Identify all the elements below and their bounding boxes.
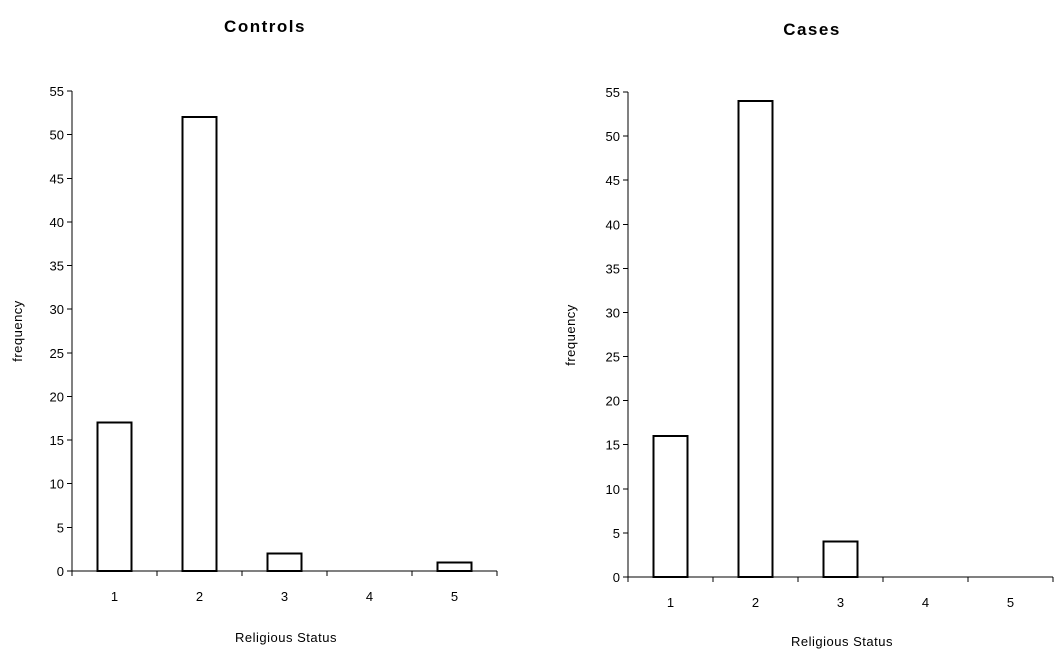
controls-chart: Controls frequency Religious Status 0 5 10… xyxy=(10,17,498,645)
y-tick-label: 0 xyxy=(57,564,64,579)
x-tick-label: 5 xyxy=(1007,595,1014,610)
y-tick-label: 30 xyxy=(50,302,64,317)
y-axis-label: frequency xyxy=(10,300,25,362)
y-tick-label: 10 xyxy=(50,477,64,492)
y-tick-label: 25 xyxy=(50,346,64,361)
bar xyxy=(737,99,774,579)
bar xyxy=(436,561,473,572)
y-tick-label: 15 xyxy=(50,433,64,448)
bar xyxy=(96,421,133,572)
y-tick-label: 40 xyxy=(50,215,64,230)
y-tick-label: 15 xyxy=(606,438,620,453)
y-axis-label: frequency xyxy=(563,304,578,366)
bar xyxy=(266,552,303,573)
x-tick-label: 1 xyxy=(667,595,674,610)
x-tick-label: 5 xyxy=(451,589,458,604)
y-tick-label: 20 xyxy=(50,389,64,404)
x-tick-label: 2 xyxy=(752,595,759,610)
x-tick-label: 3 xyxy=(837,595,844,610)
y-tick-label: 20 xyxy=(606,394,620,409)
x-tick-label: 4 xyxy=(366,589,373,604)
y-tick-label: 10 xyxy=(606,482,620,497)
x-tick-label: 2 xyxy=(196,589,203,604)
y-tick-label: 40 xyxy=(606,217,620,232)
y-tick-label: 25 xyxy=(606,350,620,365)
bar xyxy=(181,116,218,572)
y-tick-label: 45 xyxy=(50,171,64,186)
x-tick-label: 3 xyxy=(281,589,288,604)
y-tick-label: 50 xyxy=(606,129,620,144)
cases-chart: Cases frequency Religious Status 0510152… xyxy=(563,20,1054,649)
bar xyxy=(822,540,859,579)
x-axis-label: Religious Status xyxy=(235,630,337,645)
y-tick-label: 55 xyxy=(50,84,64,99)
y-tick-label: 35 xyxy=(606,261,620,276)
x-tick-label: 1 xyxy=(111,589,118,604)
chart-title: Cases xyxy=(783,20,841,39)
bar xyxy=(652,434,689,578)
y-tick-label: 30 xyxy=(606,305,620,320)
x-tick-label: 4 xyxy=(922,595,929,610)
y-tick-label: 50 xyxy=(50,128,64,143)
y-tick-label: 5 xyxy=(57,520,64,535)
chart-title: Controls xyxy=(224,17,306,36)
y-tick-label: 45 xyxy=(606,173,620,188)
x-axis-label: Religious Status xyxy=(791,634,893,649)
y-tick-label: 0 xyxy=(613,570,620,585)
y-tick-label: 55 xyxy=(606,85,620,100)
y-tick-label: 5 xyxy=(613,526,620,541)
y-tick-label: 35 xyxy=(50,259,64,274)
